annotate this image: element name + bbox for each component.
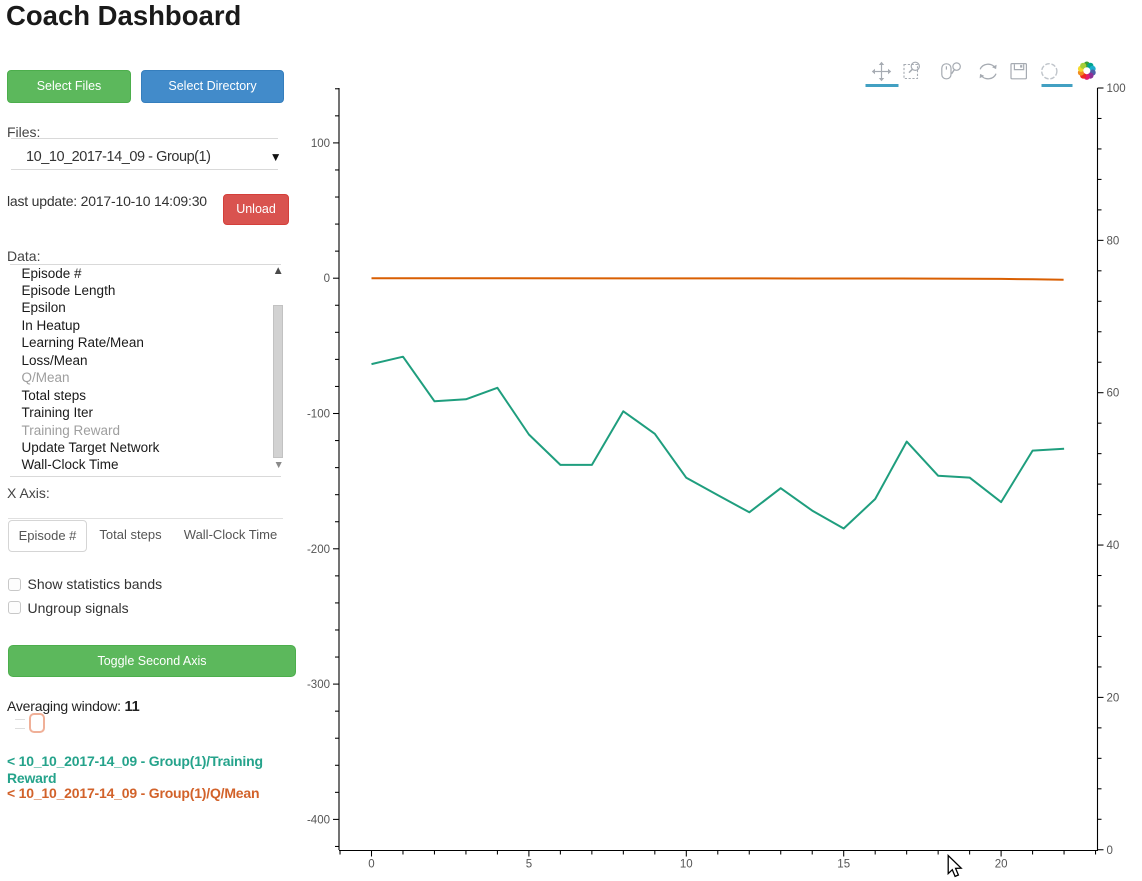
svg-text:20: 20 [1107, 692, 1120, 704]
svg-text:60: 60 [1107, 388, 1120, 400]
svg-text:100: 100 [311, 138, 330, 150]
svg-text:20: 20 [995, 859, 1008, 871]
svg-text:100: 100 [1107, 83, 1126, 95]
svg-text:0: 0 [324, 273, 330, 285]
svg-text:5: 5 [526, 859, 532, 871]
svg-text:15: 15 [837, 859, 850, 871]
svg-text:0: 0 [1107, 845, 1113, 857]
svg-text:-400: -400 [307, 814, 330, 826]
svg-text:40: 40 [1107, 540, 1120, 552]
svg-text:-200: -200 [307, 544, 330, 556]
svg-text:10: 10 [680, 859, 693, 871]
svg-text:-100: -100 [307, 409, 330, 421]
svg-text:-300: -300 [307, 679, 330, 691]
svg-text:80: 80 [1107, 235, 1120, 247]
svg-text:0: 0 [368, 859, 374, 871]
